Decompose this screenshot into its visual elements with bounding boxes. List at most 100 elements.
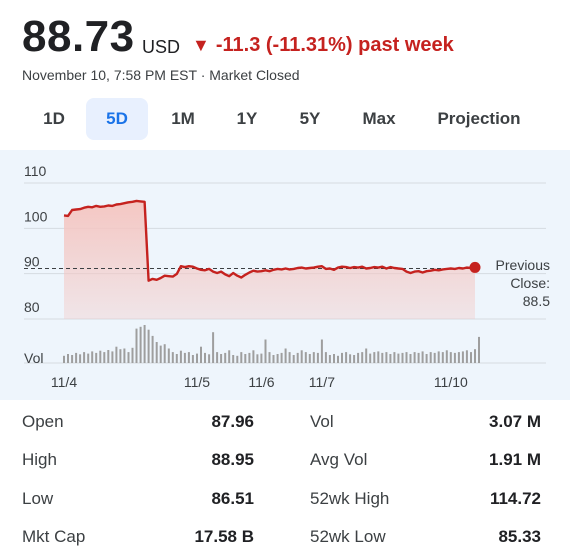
volume-bar (288, 352, 291, 363)
price-line (63, 199, 476, 282)
previous-close-label-line: Previous (496, 257, 550, 273)
volume-bar (171, 352, 174, 363)
stat-vol-value: 3.07 M (489, 412, 541, 431)
volume-bar (256, 354, 259, 363)
stat-low-label: Low (22, 489, 54, 508)
tab-max[interactable]: Max (362, 109, 396, 128)
previous-close-label-line: 88.5 (523, 293, 550, 309)
tab-1y[interactable]: 1Y (236, 109, 258, 128)
stat-avgvol-label: Avg Vol (310, 450, 368, 469)
volume-bar (95, 352, 98, 363)
volume-bar (345, 352, 348, 363)
volume-bar (385, 352, 388, 363)
volume-bar (349, 354, 352, 363)
quote-header: 88.73 USD ▼ -11.3 (-11.31%) past week Nov… (0, 0, 570, 96)
volume-bar (341, 352, 343, 363)
volume-bar (300, 350, 303, 363)
volume-bar (292, 355, 295, 363)
stat-mktcap-label: Mkt Cap (22, 527, 86, 546)
volume-bar (445, 350, 448, 363)
volume-bar (272, 355, 275, 363)
y-axis-ticks: 110 100 90 80 (24, 163, 48, 315)
volume-bar (280, 352, 283, 363)
stat-open-value: 87.96 (211, 412, 254, 431)
volume-bar (107, 350, 110, 363)
volume-bar (220, 354, 223, 363)
volume-bar (437, 351, 440, 363)
volume-bar (268, 352, 271, 363)
y-tick-label: 80 (24, 299, 40, 315)
volume-bar (236, 355, 239, 363)
volume-bar (191, 355, 194, 363)
volume-bar (71, 355, 74, 363)
volume-bar (119, 349, 122, 363)
market-timestamp: November 10, 7:58 PM EST · Market Closed (22, 67, 300, 83)
tab-5y[interactable]: 5Y (299, 109, 321, 128)
volume-bar (204, 352, 206, 363)
volume-bar (111, 351, 114, 363)
volume-bar (365, 348, 368, 363)
stat-low-value: 86.51 (211, 489, 254, 508)
y-tick-label: 110 (24, 163, 47, 179)
volume-bar (312, 352, 315, 363)
volume-bar (353, 355, 356, 363)
volume-bar (123, 348, 126, 363)
tab-1d[interactable]: 1D (43, 109, 65, 128)
volume-bar (260, 353, 263, 363)
x-tick-label: 11/10 (434, 374, 468, 390)
stat-52wk-high-label: 52wk High (310, 489, 390, 508)
range-tabs: 1D 5D 1M 1Y 5Y Max Projection (0, 96, 570, 142)
stat-avgvol-value: 1.91 M (489, 450, 541, 469)
tab-projection[interactable]: Projection (437, 109, 521, 128)
volume-bar (187, 352, 190, 363)
volume-bar (179, 350, 182, 363)
volume-bar (393, 352, 396, 363)
volume-bar (296, 352, 299, 363)
volume-bar (401, 352, 404, 363)
tab-1m[interactable]: 1M (171, 109, 195, 128)
price-area-fill (64, 200, 475, 319)
volume-bar (337, 355, 339, 363)
tab-5d[interactable]: 5D (86, 98, 148, 140)
y-tick-label: 100 (24, 208, 48, 224)
price-chart[interactable]: 110 100 90 80 Previous Close: 88.5 Vol 11/4 11… (0, 150, 570, 400)
volume-bar (115, 346, 118, 363)
volume-bar (361, 352, 364, 363)
volume-bar (240, 352, 243, 363)
volume-bar (139, 326, 142, 363)
volume-bar (252, 350, 255, 363)
volume-bar (457, 352, 460, 363)
price-change-text: -11.3 (-11.31%) past week (215, 34, 454, 56)
stat-open-label: Open (22, 412, 64, 431)
down-arrow-icon: ▼ (192, 35, 210, 55)
volume-bar (377, 351, 380, 363)
volume-bar (470, 352, 472, 363)
volume-bar (324, 352, 327, 363)
volume-bar (264, 339, 267, 363)
volume-bar (429, 352, 432, 363)
stat-52wk-low-label: 52wk Low (310, 527, 386, 546)
volume-bar (369, 353, 372, 363)
volume-bar (87, 353, 90, 363)
volume-bar (453, 352, 456, 363)
volume-bar (183, 352, 186, 363)
price-change: ▼ -11.3 (-11.31%) past week (192, 34, 454, 57)
volume-bar (216, 352, 219, 363)
stat-high-label: High (22, 450, 57, 469)
x-tick-label: 11/4 (51, 374, 77, 390)
volume-bar (308, 354, 311, 363)
volume-bar (284, 348, 287, 363)
volume-bar (389, 354, 392, 363)
x-tick-label: 11/6 (248, 374, 274, 390)
stat-52wk-high-value: 114.72 (489, 489, 541, 508)
stat-high-value: 88.95 (211, 450, 254, 469)
volume-bar (135, 328, 138, 363)
current-price: 88.73 (22, 12, 135, 61)
currency-label: USD (142, 37, 181, 57)
volume-bar (200, 346, 202, 363)
volume-bar (320, 339, 323, 363)
volume-bars (24, 325, 546, 364)
volume-bar (316, 352, 319, 363)
volume-bar (212, 332, 215, 363)
x-tick-label: 11/5 (184, 374, 210, 390)
